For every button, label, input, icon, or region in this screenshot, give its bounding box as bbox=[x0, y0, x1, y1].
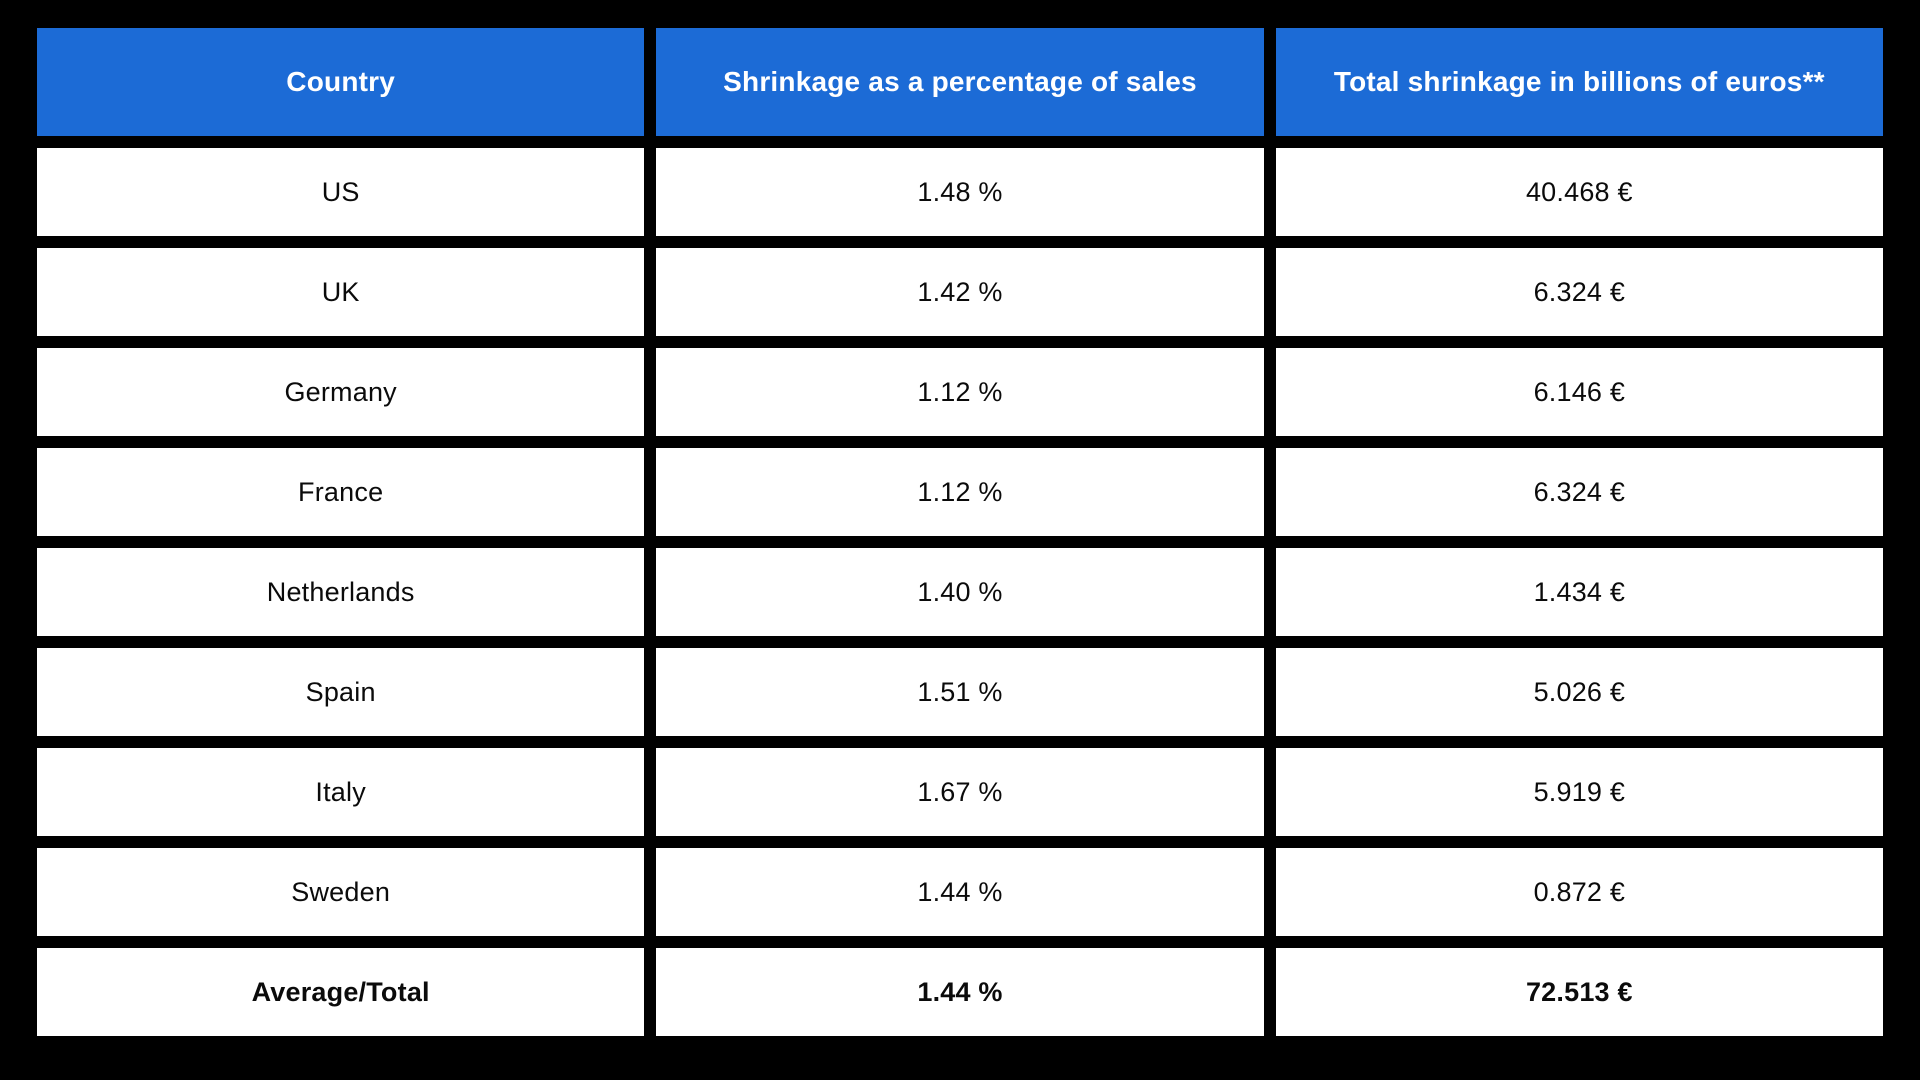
cell-total: 40.468 € bbox=[1275, 148, 1883, 236]
cell-shrinkage: 1.44 % bbox=[656, 848, 1264, 936]
cell-country: UK bbox=[37, 248, 645, 336]
cell-shrinkage: 1.12 % bbox=[656, 448, 1264, 536]
column-header-shrinkage: Shrinkage as a percentage of sales bbox=[656, 28, 1264, 136]
footer-cell-country: Average/Total bbox=[37, 948, 645, 1036]
cell-country: US bbox=[37, 148, 645, 236]
cell-total: 5.919 € bbox=[1275, 748, 1883, 836]
cell-shrinkage: 1.51 % bbox=[656, 648, 1264, 736]
footer-cell-total: 72.513 € bbox=[1275, 948, 1883, 1036]
cell-country: Italy bbox=[37, 748, 645, 836]
cell-total: 5.026 € bbox=[1275, 648, 1883, 736]
cell-total: 1.434 € bbox=[1275, 548, 1883, 636]
cell-country: Sweden bbox=[37, 848, 645, 936]
cell-country: Spain bbox=[37, 648, 645, 736]
footer-cell-shrinkage: 1.44 % bbox=[656, 948, 1264, 1036]
column-header-total: Total shrinkage in billions of euros** bbox=[1275, 28, 1883, 136]
cell-shrinkage: 1.48 % bbox=[656, 148, 1264, 236]
cell-shrinkage: 1.42 % bbox=[656, 248, 1264, 336]
cell-total: 6.324 € bbox=[1275, 448, 1883, 536]
cell-shrinkage: 1.12 % bbox=[656, 348, 1264, 436]
cell-shrinkage: 1.40 % bbox=[656, 548, 1264, 636]
cell-total: 0.872 € bbox=[1275, 848, 1883, 936]
cell-country: France bbox=[37, 448, 645, 536]
cell-total: 6.146 € bbox=[1275, 348, 1883, 436]
cell-total: 6.324 € bbox=[1275, 248, 1883, 336]
cell-country: Germany bbox=[37, 348, 645, 436]
cell-country: Netherlands bbox=[37, 548, 645, 636]
column-header-country: Country bbox=[37, 28, 645, 136]
cell-shrinkage: 1.67 % bbox=[656, 748, 1264, 836]
